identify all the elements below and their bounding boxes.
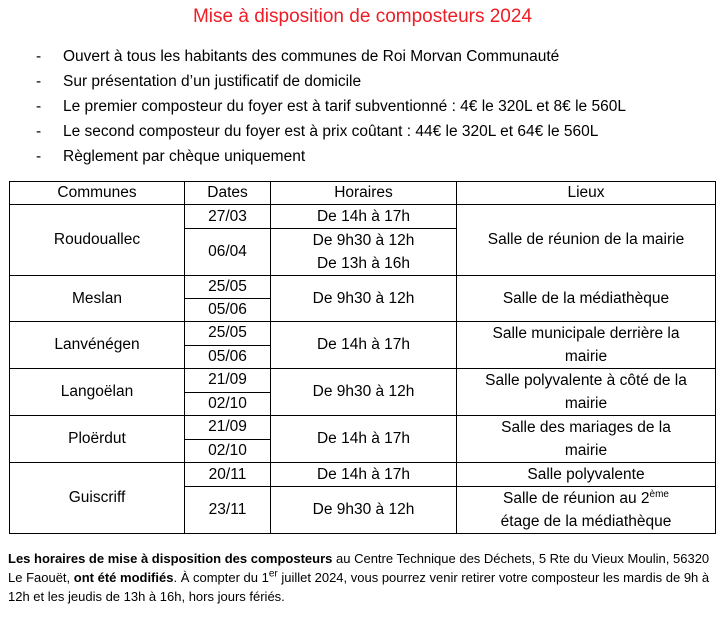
table-row: 06/04 De 9h30 à 12h De 13h à 16h [10, 228, 716, 276]
conditions-list: - Ouvert à tous les habitants des commune… [36, 44, 626, 169]
footer-bold-modified: ont été modifiés [73, 570, 174, 585]
table-row: Langoëlan 21/09 De 9h30 à 12h Salle poly… [9, 368, 716, 416]
bullet-marker: - [36, 148, 42, 165]
list-item: - Le second composteur du foyer est à pri… [36, 119, 626, 144]
table-row: 23/11 De 9h30 à 12h Salle de réunion au … [10, 486, 716, 534]
hours-cell: De 14h à 17h [270, 415, 457, 463]
hours-cell: De 14h à 17h [270, 204, 457, 229]
list-item-text: Le premier composteur du foyer est à tar… [63, 98, 626, 115]
footer-text: juillet 2024, vous pourrez venir retirer… [8, 570, 710, 604]
hours-cell: De 9h30 à 12h [270, 275, 457, 322]
commune-cell: Lanvénégen [9, 321, 185, 369]
commune-cell: Roudouallec [9, 204, 185, 276]
place-line: mairie [564, 348, 608, 365]
list-item-text: Sur présentation d’un justificatif de do… [63, 73, 362, 90]
header-lieux: Lieux [456, 181, 716, 205]
table-row: Ploërdut 21/09 De 14h à 17h Salle des ma… [9, 415, 716, 463]
table-row: Lanvénégen 25/05 De 14h à 17h Salle muni… [9, 321, 716, 369]
list-item-text: Règlement par chèque uniquement [63, 148, 306, 165]
header-horaires: Horaires [270, 181, 457, 205]
place-line: Salle polyvalente à côté de la [485, 372, 687, 389]
table-row: Guiscriff 20/11 De 14h à 17h Salle polyv… [9, 462, 716, 534]
list-item-text: Le second composteur du foyer est à prix… [63, 123, 599, 140]
list-item: - Ouvert à tous les habitants des commune… [36, 44, 626, 69]
commune-cell: Guiscriff [9, 462, 185, 534]
table-row: 05/06 [10, 344, 716, 369]
date-cell: 25/05 [184, 321, 271, 346]
date-cell: 27/03 [184, 204, 271, 229]
date-cell: 25/05 [184, 275, 271, 299]
table-row: Roudouallec 27/03 De 14h à 17h Salle de … [9, 204, 716, 276]
place-cell: Salle de la médiathèque [456, 275, 716, 322]
date-cell: 02/10 [184, 438, 271, 463]
footer-text: au Centre Technique des Déchets, 5 Rte d… [8, 551, 710, 585]
ordinal-superscript: er [268, 568, 278, 580]
place-line: mairie [564, 395, 608, 412]
hours-cell: De 9h30 à 12h [270, 368, 457, 416]
date-cell: 02/10 [184, 391, 271, 416]
footer-note: Les horaires de mise à disposition des c… [8, 549, 720, 606]
place-cell: Salle polyvalente [456, 462, 716, 487]
list-item: - Règlement par chèque uniquement [36, 144, 626, 169]
header-dates: Dates [184, 181, 271, 205]
hours-line: De 13h à 16h [316, 255, 411, 272]
date-cell: 21/09 [184, 368, 271, 393]
table-row: 05/06 [10, 298, 716, 322]
list-item: - Le premier composteur du foyer est à ta… [36, 94, 626, 119]
bullet-marker: - [36, 48, 42, 65]
list-item-text: Ouvert à tous les habitants des communes… [63, 48, 560, 65]
place-line: mairie [564, 442, 608, 459]
commune-cell: Ploërdut [9, 415, 185, 463]
hours-cell: De 14h à 17h [270, 321, 457, 369]
place-line: étage de la médiathèque [500, 513, 672, 530]
hours-cell: De 9h30 à 12h De 13h à 16h [270, 228, 457, 276]
place-cell: Salle de réunion de la mairie [456, 204, 716, 276]
hours-line: De 9h30 à 12h [312, 232, 415, 249]
bullet-marker: - [36, 123, 42, 140]
hours-cell: De 14h à 17h [270, 462, 457, 487]
place-line: Salle de réunion au 2 [503, 490, 650, 507]
commune-cell: Meslan [9, 275, 185, 322]
date-cell: 20/11 [184, 462, 271, 487]
date-cell: 21/09 [184, 415, 271, 440]
table-row: 02/10 [10, 391, 716, 416]
table-header-row: Communes Dates Horaires Lieux [9, 181, 716, 205]
place-cell: Salle polyvalente à côté de la mairie [456, 368, 716, 416]
place-line: Salle des mariages de la [501, 419, 671, 436]
place-cell: Salle des mariages de la mairie [456, 415, 716, 463]
hours-cell: De 9h30 à 12h [270, 486, 457, 534]
bullet-marker: - [36, 98, 42, 115]
date-cell: 05/06 [184, 344, 271, 369]
date-cell: 23/11 [184, 486, 271, 534]
page-title: Mise à disposition de composteurs 2024 [192, 6, 533, 27]
bullet-marker: - [36, 73, 42, 90]
place-cell: Salle municipale derrière la mairie [456, 321, 716, 369]
list-item: - Sur présentation d’un justificatif de d… [36, 69, 626, 94]
date-cell: 06/04 [184, 228, 271, 276]
footer-text: . À compter du 1 [173, 570, 269, 585]
header-communes: Communes [9, 181, 185, 205]
footer-bold-intro: Les horaires de mise à disposition des c… [8, 551, 333, 566]
place-cell: Salle de réunion au 2ème étage de la médi… [456, 486, 716, 534]
ordinal-superscript: ème [649, 488, 669, 500]
date-cell: 05/06 [184, 298, 271, 322]
commune-cell: Langoëlan [9, 368, 185, 416]
table-row: Meslan 25/05 De 9h30 à 12h Salle de la m… [9, 275, 716, 322]
place-line: Salle municipale derrière la [492, 325, 680, 342]
schedule-table: Communes Dates Horaires Lieux Roudoualle… [9, 181, 716, 534]
